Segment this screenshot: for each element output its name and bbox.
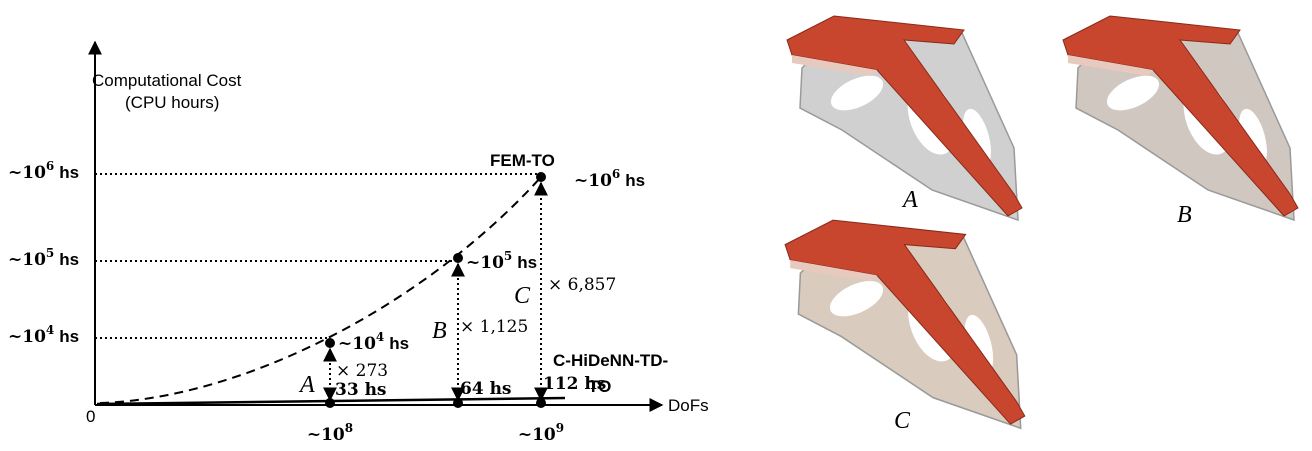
- hidenn-cost: 64 hs: [460, 379, 512, 399]
- fem-point: [325, 338, 335, 348]
- y-level-label: ~105 hs: [8, 246, 79, 270]
- label-exponent: 6: [612, 167, 620, 181]
- speedup-label: × 1,125: [460, 317, 528, 337]
- y-level-label: ~104 hs: [8, 323, 79, 347]
- x-axis-title: DoFs: [668, 396, 709, 415]
- label-unit: hs: [59, 327, 79, 346]
- hidenn-label: C-HiDeNN-TD-: [553, 351, 668, 370]
- speedup-label: × 6,857: [548, 275, 616, 295]
- hidenn-point: [536, 398, 546, 408]
- fem-point: [536, 172, 546, 182]
- label-prefix: ~10: [466, 253, 504, 273]
- label-exponent: 8: [345, 421, 353, 435]
- render-label: B: [1177, 202, 1192, 228]
- label-exponent: 4: [376, 330, 384, 344]
- label-exponent: 4: [46, 323, 54, 337]
- render: [1063, 16, 1298, 220]
- label-exponent: 5: [504, 249, 512, 263]
- hidenn-point: [325, 398, 335, 408]
- fem-cost-label: ~104 hs: [338, 330, 409, 354]
- case-name: A: [298, 372, 315, 398]
- fem-cost-label: ~106 hs: [574, 167, 645, 191]
- case-name: B: [432, 318, 447, 344]
- label-prefix: ~10: [338, 334, 376, 354]
- hidenn-cost: 33 hs: [335, 380, 387, 400]
- case-name: C: [514, 283, 531, 309]
- label-unit: hs: [517, 253, 537, 272]
- origin-label: 0: [86, 407, 95, 426]
- label-prefix: ~10: [518, 425, 556, 445]
- label-unit: hs: [59, 163, 79, 182]
- fem-label: FEM-TO: [490, 151, 555, 170]
- y-axis-title: Computational Cost: [92, 71, 242, 90]
- label-unit: hs: [389, 334, 409, 353]
- fem-cost-label: ~105 hs: [466, 249, 537, 273]
- label-exponent: 6: [46, 159, 54, 173]
- render-label: C: [894, 408, 911, 434]
- label-prefix: ~10: [8, 327, 46, 347]
- y-axis-subtitle: (CPU hours): [125, 93, 219, 112]
- x-level-label: ~109: [518, 421, 564, 445]
- label-exponent: 5: [46, 246, 54, 260]
- label-exponent: 9: [556, 421, 564, 435]
- x-level-label: ~108: [307, 421, 353, 445]
- label-unit: hs: [59, 250, 79, 269]
- figure: Computational Cost (CPU hours) DoFs 0 FE…: [0, 0, 1312, 451]
- label-prefix: ~10: [8, 250, 46, 270]
- hidenn-point: [453, 398, 463, 408]
- label-prefix: ~10: [8, 163, 46, 183]
- label-prefix: ~10: [307, 425, 345, 445]
- hidenn-cost: 112 hs: [543, 374, 606, 394]
- label-prefix: ~10: [574, 171, 612, 191]
- render-label: A: [901, 187, 918, 213]
- speedup-label: × 273: [336, 361, 388, 381]
- fem-point: [453, 253, 463, 263]
- render: [785, 220, 1025, 428]
- fem-curve: [100, 177, 541, 403]
- y-level-label: ~106 hs: [8, 159, 79, 183]
- label-unit: hs: [625, 171, 645, 190]
